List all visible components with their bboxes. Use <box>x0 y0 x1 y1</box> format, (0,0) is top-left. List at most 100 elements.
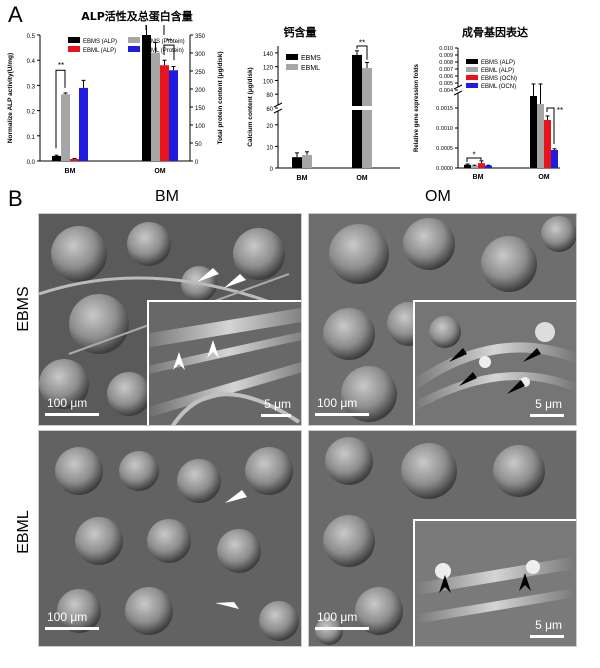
y-tick-label: 0.010 <box>439 46 453 52</box>
y-tick-label: 120 <box>263 66 274 72</box>
bar <box>160 65 169 161</box>
y-tick-label: 60 <box>266 107 273 113</box>
sig-label: ** <box>58 61 64 70</box>
arrow-icon <box>519 573 531 591</box>
y2-tick-label: 200 <box>195 88 206 94</box>
y2-tick-label: 100 <box>195 124 206 130</box>
legend-swatch <box>68 37 80 43</box>
y-tick-label: 0.2 <box>27 110 36 116</box>
chart2-title: 钙含量 <box>283 26 317 39</box>
y-tick-label: 0.009 <box>439 53 453 59</box>
sig-bracket <box>55 69 66 149</box>
scale-label-5um: 5 μm <box>535 618 562 632</box>
y-tick-label: 0.008 <box>439 60 453 66</box>
sig-bracket <box>163 44 175 61</box>
sem-image-ebms-bm: 5 μm 100 μm <box>38 213 302 426</box>
legend-label: EBMS (Protein) <box>143 39 185 45</box>
y-tick-label: 0.0 <box>27 160 36 166</box>
bar <box>551 150 558 168</box>
bar <box>544 120 551 168</box>
sem-image-ebml-om: 5 μm 100 μm <box>308 430 577 647</box>
row-label-ebms: EBMS <box>15 286 32 332</box>
y-tick-label: 0.0005 <box>436 146 453 152</box>
col-label-bm: BM <box>155 188 179 205</box>
legend-label: EBMS (ALP) <box>83 39 117 45</box>
inset-ebms-om: 5 μm <box>413 300 576 425</box>
x-tick-label: OM <box>538 174 549 181</box>
y-axis-label: Relative gene expression folds <box>414 63 420 152</box>
y2-tick-label: 250 <box>195 70 206 76</box>
x-tick-label: BM <box>473 174 484 181</box>
y-tick-label: 0.1 <box>27 135 36 141</box>
x-tick-label: OM <box>154 168 165 175</box>
axis-break <box>273 108 283 114</box>
bar <box>471 166 478 168</box>
x-tick-label: BM <box>65 168 76 175</box>
row-label-ebml: EBML <box>15 510 32 554</box>
legend-swatch <box>286 64 298 70</box>
bar <box>302 155 312 168</box>
bar <box>151 52 160 161</box>
legend-label: EBML (Protein) <box>143 48 184 54</box>
y-tick-label: 0.007 <box>439 67 453 73</box>
legend-swatch <box>466 83 478 88</box>
y-axis-label: Calcium content (μg/disk) <box>247 67 254 146</box>
y2-axis-label: Total protein content (μg/disk) <box>217 51 224 144</box>
scale-label-5um: 5 μm <box>264 397 291 411</box>
panel-b-label: B <box>8 186 23 211</box>
bar <box>52 155 61 161</box>
scale-label-100um: 100 μm <box>317 610 358 624</box>
scale-bar <box>261 414 291 417</box>
legend-swatch <box>128 46 140 52</box>
axis-break <box>453 84 463 90</box>
bar <box>530 96 537 168</box>
y-tick-label: 0.006 <box>439 74 453 80</box>
scale-bar <box>45 627 99 630</box>
bar <box>485 165 492 168</box>
bar <box>169 70 178 161</box>
bar <box>61 94 70 161</box>
bar <box>478 163 485 168</box>
scale-label-5um: 5 μm <box>535 397 562 411</box>
y2-tick-label: 150 <box>195 106 206 112</box>
scale-bar <box>530 414 564 417</box>
col-label-om: OM <box>425 188 451 205</box>
bar <box>292 157 302 168</box>
y2-tick-label: 0 <box>195 160 199 166</box>
arrow-icon <box>225 490 247 503</box>
y-tick-label: 80 <box>266 93 273 99</box>
panel-a-label: A <box>8 2 23 27</box>
sig-label: ** <box>166 37 172 46</box>
y-tick-label: 0 <box>270 167 274 173</box>
bar <box>537 104 544 168</box>
arrow-icon <box>459 372 477 386</box>
inset-ebms-bm: 5 μm <box>147 300 301 425</box>
legend-swatch <box>286 54 298 60</box>
inset-ebml-om: 5 μm <box>413 519 576 646</box>
sig-label: ** <box>557 106 563 115</box>
axis-break <box>453 90 463 96</box>
legend-label: EBML (ALP) <box>481 68 514 74</box>
sem-image-ebms-om: 5 μm 100 μm <box>308 213 577 426</box>
y-tick-label: 0.3 <box>27 84 36 90</box>
calcium-chart: 0 10 20 60 80 100 120 140 Calcium content (μg/di… <box>247 38 400 182</box>
y-tick-label: 0.005 <box>439 81 453 87</box>
bar <box>142 35 151 161</box>
alp-protein-chart: 0.0 0.1 0.2 0.3 0.4 0.5 0 50 100 150 200 250 300 350 N… <box>7 25 224 175</box>
arrow-icon <box>215 602 239 609</box>
legend-swatch <box>466 75 478 80</box>
bar <box>79 87 88 161</box>
scale-bar <box>530 635 564 638</box>
axis-break <box>273 102 283 108</box>
chart3-title: 成骨基因表达 <box>462 26 528 39</box>
arrow-icon <box>439 575 451 593</box>
bar <box>362 68 372 168</box>
y2-tick-label: 350 <box>195 34 206 40</box>
bar <box>70 158 79 161</box>
sig-bracket <box>546 107 555 144</box>
sig-bracket <box>356 45 368 60</box>
y-tick-label: 0.0015 <box>436 106 453 112</box>
arrow-icon <box>207 340 219 358</box>
scale-label-100um: 100 μm <box>47 396 88 410</box>
sig-label: ** <box>359 38 365 47</box>
